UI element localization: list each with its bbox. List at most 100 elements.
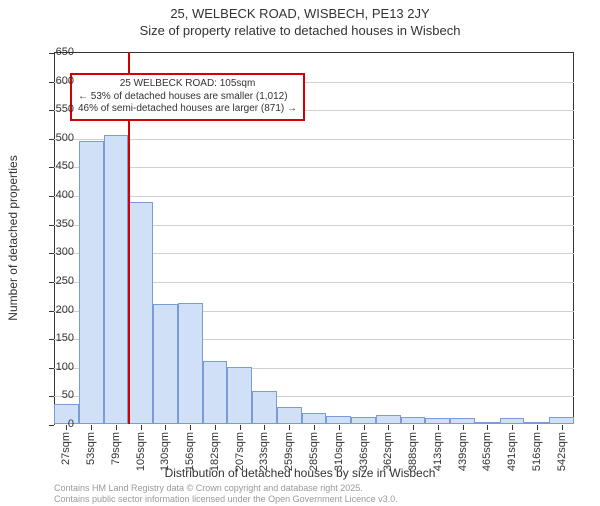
- y-tick: [49, 282, 54, 283]
- x-tick: [165, 425, 166, 430]
- histogram-bar: [549, 417, 574, 424]
- histogram-bar: [203, 361, 228, 424]
- page-title-sub: Size of property relative to detached ho…: [0, 23, 600, 38]
- y-tick: [49, 396, 54, 397]
- y-tick: [49, 368, 54, 369]
- x-tick: [289, 425, 290, 430]
- histogram-chart: 25 WELBECK ROAD: 105sqm← 53% of detached…: [54, 52, 574, 424]
- gridline: [54, 139, 574, 140]
- y-tick-label: 100: [56, 361, 74, 373]
- x-tick-label: 336sqm: [358, 432, 370, 471]
- y-tick: [49, 110, 54, 111]
- x-tick: [537, 425, 538, 430]
- y-tick-label: 450: [56, 160, 74, 172]
- y-tick-label: 600: [56, 75, 74, 87]
- annotation-line: 46% of semi-detached houses are larger (…: [78, 103, 297, 116]
- x-tick: [413, 425, 414, 430]
- x-tick-label: 491sqm: [506, 432, 518, 471]
- y-tick: [49, 167, 54, 168]
- x-tick: [141, 425, 142, 430]
- y-tick-label: 50: [62, 389, 74, 401]
- gridline: [54, 196, 574, 197]
- x-tick-label: 465sqm: [481, 432, 493, 471]
- histogram-bar: [401, 417, 426, 424]
- y-tick-label: 650: [56, 46, 74, 58]
- x-tick: [116, 425, 117, 430]
- x-tick: [562, 425, 563, 430]
- histogram-bar: [326, 416, 351, 424]
- plot-area: 25 WELBECK ROAD: 105sqm← 53% of detached…: [54, 52, 574, 424]
- histogram-bar: [524, 422, 549, 424]
- x-tick-label: 105sqm: [135, 432, 147, 471]
- y-tick: [49, 82, 54, 83]
- x-tick-label: 79sqm: [110, 432, 122, 465]
- x-tick: [438, 425, 439, 430]
- x-tick: [487, 425, 488, 430]
- histogram-bar: [450, 418, 475, 424]
- y-tick-label: 150: [56, 332, 74, 344]
- footer-line-1: Contains HM Land Registry data © Crown c…: [54, 483, 363, 493]
- y-tick-label: 400: [56, 189, 74, 201]
- x-tick-label: 516sqm: [531, 432, 543, 471]
- y-tick: [49, 53, 54, 54]
- histogram-bar: [302, 413, 327, 424]
- x-tick-label: 156sqm: [184, 432, 196, 471]
- gridline: [54, 167, 574, 168]
- x-tick: [190, 425, 191, 430]
- histogram-bar: [128, 202, 153, 424]
- x-tick-label: 182sqm: [209, 432, 221, 471]
- y-tick: [49, 311, 54, 312]
- histogram-bar: [54, 404, 79, 424]
- y-tick-label: 200: [56, 304, 74, 316]
- x-tick: [388, 425, 389, 430]
- x-tick: [91, 425, 92, 430]
- histogram-bar: [104, 135, 129, 424]
- histogram-bar: [178, 303, 203, 424]
- histogram-bar: [351, 417, 376, 424]
- y-axis-label: Number of detached properties: [6, 155, 20, 320]
- x-tick: [364, 425, 365, 430]
- y-tick: [49, 139, 54, 140]
- x-tick: [264, 425, 265, 430]
- y-tick-label: 350: [56, 218, 74, 230]
- x-tick-label: 27sqm: [60, 432, 72, 465]
- x-tick-label: 362sqm: [382, 432, 394, 471]
- annotation-line: 25 WELBECK ROAD: 105sqm: [78, 78, 297, 91]
- histogram-bar: [500, 418, 525, 424]
- y-tick-label: 300: [56, 246, 74, 258]
- y-tick: [49, 339, 54, 340]
- y-tick: [49, 425, 54, 426]
- x-tick: [512, 425, 513, 430]
- y-tick-label: 0: [68, 418, 74, 430]
- histogram-bar: [277, 407, 302, 424]
- histogram-bar: [252, 391, 277, 424]
- x-tick-label: 53sqm: [85, 432, 97, 465]
- x-tick-label: 233sqm: [258, 432, 270, 471]
- histogram-bar: [376, 415, 401, 424]
- x-tick-label: 439sqm: [457, 432, 469, 471]
- histogram-bar: [475, 422, 500, 424]
- x-tick-label: 310sqm: [333, 432, 345, 471]
- x-tick: [339, 425, 340, 430]
- y-tick: [49, 253, 54, 254]
- histogram-bar: [79, 141, 104, 424]
- x-tick: [314, 425, 315, 430]
- y-tick-label: 550: [56, 103, 74, 115]
- y-tick-label: 500: [56, 132, 74, 144]
- x-tick: [240, 425, 241, 430]
- histogram-bar: [227, 367, 252, 424]
- y-tick: [49, 225, 54, 226]
- x-tick-label: 388sqm: [407, 432, 419, 471]
- x-tick: [463, 425, 464, 430]
- x-tick-label: 207sqm: [234, 432, 246, 471]
- x-tick-label: 130sqm: [159, 432, 171, 471]
- footer-line-2: Contains public sector information licen…: [54, 494, 398, 504]
- x-tick-label: 542sqm: [556, 432, 568, 471]
- x-tick: [215, 425, 216, 430]
- annotation-box: 25 WELBECK ROAD: 105sqm← 53% of detached…: [70, 73, 305, 121]
- x-tick-label: 259sqm: [283, 432, 295, 471]
- x-tick-label: 413sqm: [432, 432, 444, 471]
- annotation-line: ← 53% of detached houses are smaller (1,…: [78, 91, 297, 104]
- y-tick-label: 250: [56, 275, 74, 287]
- x-tick-label: 285sqm: [308, 432, 320, 471]
